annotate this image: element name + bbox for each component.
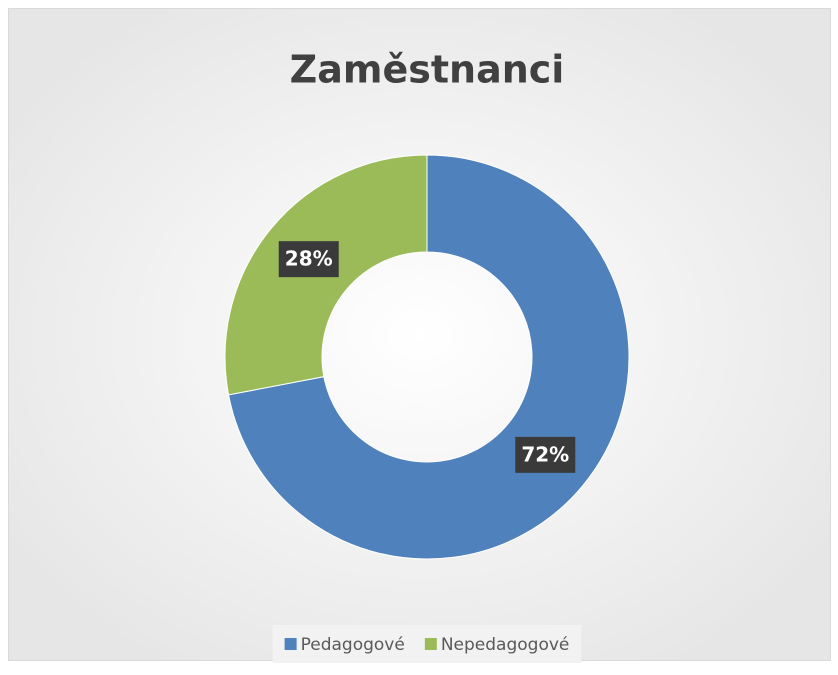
legend-swatch	[424, 638, 437, 650]
data-label-box	[278, 241, 339, 278]
data-label: 28%	[285, 247, 333, 271]
legend-swatch	[284, 638, 297, 650]
data-label-box	[515, 436, 576, 473]
chart-title: Zaměstnanci	[290, 48, 565, 92]
legend-label: Pedagogové	[301, 635, 405, 655]
legend-label: Nepedagogové	[441, 635, 570, 655]
chart-area	[8, 8, 831, 661]
data-label: 72%	[521, 442, 569, 466]
